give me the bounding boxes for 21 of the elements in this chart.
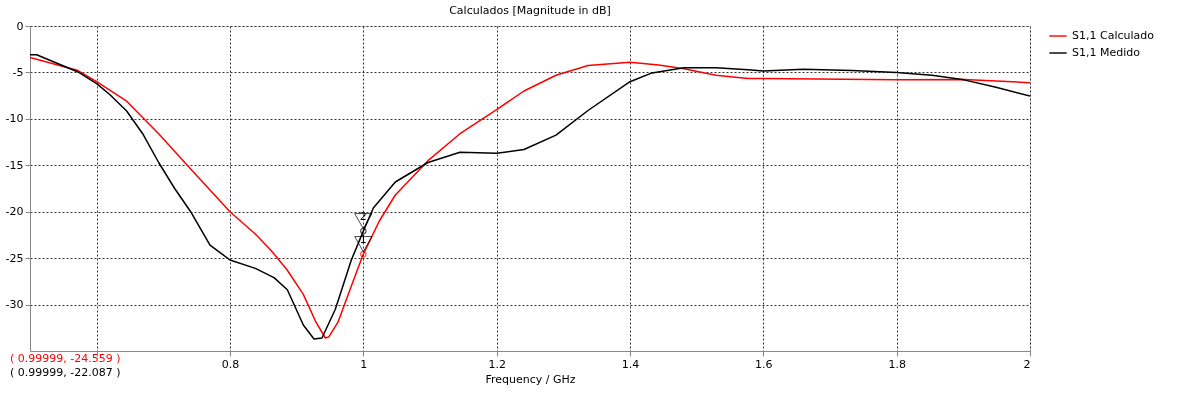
x-tick-label: 1.6 — [755, 357, 773, 371]
y-tick-label: -25 — [5, 251, 24, 265]
x-axis-title: Frequency / GHz — [485, 372, 576, 386]
y-tick-label: 0 — [16, 19, 24, 33]
y-tick-label: -15 — [5, 158, 24, 172]
text: ( 0.99999, -24.559 ) — [10, 352, 121, 365]
y-tick-label: -30 — [5, 298, 24, 312]
legend-label: S1,1 Medido — [1072, 46, 1141, 59]
chart-title: Calculados [Magnitude in dB] — [449, 4, 611, 17]
legend-label: S1,1 Calculado — [1072, 29, 1155, 42]
x-tick-label: 2 — [1023, 357, 1031, 371]
x-tick-label: 1 — [360, 357, 368, 371]
y-tick-label: -5 — [12, 65, 24, 79]
x-tick-label: 0.8 — [221, 357, 240, 371]
x-tick-label: 1.4 — [621, 357, 640, 371]
y-tick-label: -20 — [5, 205, 24, 219]
annotation: 2 — [359, 210, 367, 224]
x-tick-label: 1.8 — [888, 357, 906, 371]
y-tick-label: -10 — [5, 112, 24, 126]
x-tick-label: 1.2 — [488, 357, 506, 371]
text: ( 0.99999, -22.087 ) — [10, 366, 121, 379]
